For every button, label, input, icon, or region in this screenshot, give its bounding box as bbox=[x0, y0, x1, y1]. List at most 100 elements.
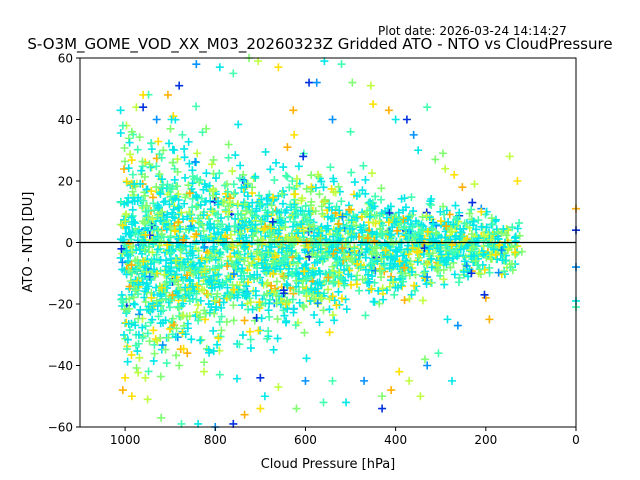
data-point bbox=[329, 279, 338, 288]
data-point bbox=[344, 237, 353, 246]
data-point bbox=[152, 250, 161, 259]
data-point bbox=[389, 278, 398, 287]
data-point bbox=[210, 309, 219, 318]
data-point bbox=[142, 185, 151, 194]
data-point bbox=[156, 216, 165, 225]
data-point bbox=[254, 255, 263, 264]
data-point bbox=[253, 247, 262, 256]
data-point bbox=[391, 283, 400, 292]
data-point bbox=[125, 326, 134, 335]
data-point bbox=[385, 264, 394, 273]
data-point bbox=[167, 115, 176, 124]
data-point bbox=[196, 175, 205, 184]
data-point bbox=[283, 143, 292, 152]
data-point bbox=[194, 273, 203, 282]
data-point bbox=[171, 270, 180, 279]
data-point bbox=[422, 211, 431, 220]
data-point bbox=[377, 273, 386, 282]
data-point bbox=[299, 152, 308, 161]
data-point bbox=[432, 230, 441, 239]
data-point bbox=[217, 312, 226, 321]
data-point bbox=[275, 216, 284, 225]
data-point bbox=[479, 250, 488, 259]
data-point bbox=[494, 268, 503, 277]
data-point bbox=[256, 373, 265, 382]
data-point bbox=[192, 102, 201, 111]
data-point bbox=[441, 164, 450, 173]
data-point bbox=[131, 286, 140, 295]
data-point bbox=[183, 324, 192, 333]
data-point bbox=[328, 311, 337, 320]
data-point bbox=[352, 213, 361, 222]
data-point bbox=[168, 182, 177, 191]
data-point bbox=[304, 207, 313, 216]
data-point bbox=[230, 260, 239, 269]
data-point bbox=[264, 248, 273, 257]
data-point bbox=[301, 201, 310, 210]
data-point bbox=[189, 223, 198, 232]
data-point bbox=[207, 276, 216, 285]
data-point bbox=[447, 228, 456, 237]
data-point bbox=[192, 230, 201, 239]
data-point bbox=[261, 147, 270, 156]
data-point bbox=[407, 267, 416, 276]
data-point bbox=[251, 287, 260, 296]
data-point bbox=[342, 305, 351, 314]
data-point bbox=[184, 181, 193, 190]
data-point bbox=[122, 270, 131, 279]
data-point bbox=[434, 349, 443, 358]
data-point bbox=[242, 289, 251, 298]
data-point bbox=[400, 251, 409, 260]
data-point bbox=[149, 199, 158, 208]
data-point bbox=[159, 146, 168, 155]
data-point bbox=[274, 229, 283, 238]
data-point bbox=[116, 106, 125, 115]
data-point bbox=[218, 239, 227, 248]
data-point bbox=[228, 280, 237, 289]
data-point bbox=[245, 217, 254, 226]
data-point bbox=[345, 205, 354, 214]
data-point bbox=[230, 249, 239, 258]
data-point bbox=[157, 413, 166, 422]
data-point bbox=[188, 172, 197, 181]
data-point bbox=[450, 270, 459, 279]
data-point bbox=[328, 292, 337, 301]
y-tick-label: −40 bbox=[48, 359, 73, 373]
data-point bbox=[215, 249, 224, 258]
data-point bbox=[199, 185, 208, 194]
data-point bbox=[502, 231, 511, 240]
data-point bbox=[480, 290, 489, 299]
y-axis-label: ATO - NTO [DU] bbox=[21, 192, 36, 293]
data-point bbox=[222, 276, 231, 285]
data-point bbox=[132, 103, 141, 112]
data-point bbox=[209, 155, 218, 164]
data-point bbox=[450, 222, 459, 231]
data-point bbox=[315, 278, 324, 287]
data-point bbox=[489, 245, 498, 254]
data-point bbox=[302, 184, 311, 193]
data-point bbox=[471, 256, 480, 265]
data-point bbox=[135, 133, 144, 142]
data-point bbox=[158, 341, 167, 350]
data-point bbox=[170, 146, 179, 155]
data-point bbox=[139, 257, 148, 266]
data-point bbox=[411, 217, 420, 226]
data-point bbox=[378, 229, 387, 238]
data-point bbox=[350, 244, 359, 253]
data-point bbox=[122, 177, 131, 186]
data-point bbox=[128, 248, 137, 257]
data-point bbox=[192, 192, 201, 201]
data-point bbox=[295, 298, 304, 307]
data-point bbox=[141, 263, 150, 272]
data-point bbox=[155, 170, 164, 179]
data-point bbox=[197, 254, 206, 263]
data-point bbox=[340, 281, 349, 290]
data-point bbox=[196, 336, 205, 345]
data-point bbox=[133, 347, 142, 356]
data-point bbox=[237, 275, 246, 284]
data-point bbox=[200, 265, 209, 274]
data-point bbox=[438, 149, 447, 158]
data-point bbox=[158, 318, 167, 327]
data-point bbox=[400, 296, 409, 305]
